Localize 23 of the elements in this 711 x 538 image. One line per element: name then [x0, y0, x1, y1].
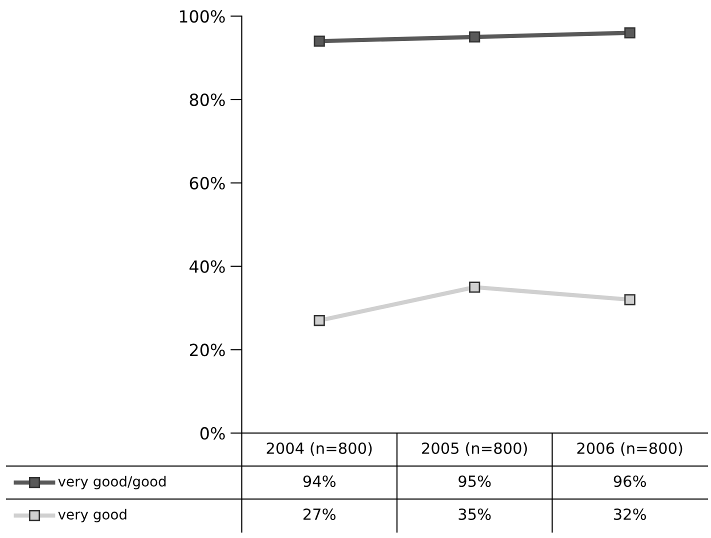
data-label: 35% [458, 508, 491, 520]
y-tick-label: 60% [190, 176, 225, 190]
point [314, 314, 325, 326]
data-label: 94% [303, 475, 336, 488]
y-tick-label: 80% [190, 93, 225, 106]
x-tick-label: 2004 (n=800) [266, 442, 372, 456]
legend-label: very good/good [58, 476, 166, 490]
data-label: 96% [614, 475, 646, 488]
point [624, 27, 636, 38]
point [314, 36, 325, 47]
x-tick-label: 2005 (n=800) [422, 442, 527, 456]
data-label: 95% [458, 475, 491, 488]
point [469, 31, 480, 43]
x-tick-label: 2006 (n=800) [577, 442, 682, 456]
y-tick-label: 40% [190, 260, 225, 273]
data-label: 27% [304, 508, 336, 520]
y-tick-label: 100% [180, 10, 225, 23]
point [624, 294, 636, 306]
y-tick-label: 20% [190, 344, 225, 356]
data-label: 32% [614, 508, 646, 520]
y-tick-label: 0% [200, 427, 225, 440]
point [469, 282, 480, 293]
legend-label: very good [58, 508, 126, 522]
